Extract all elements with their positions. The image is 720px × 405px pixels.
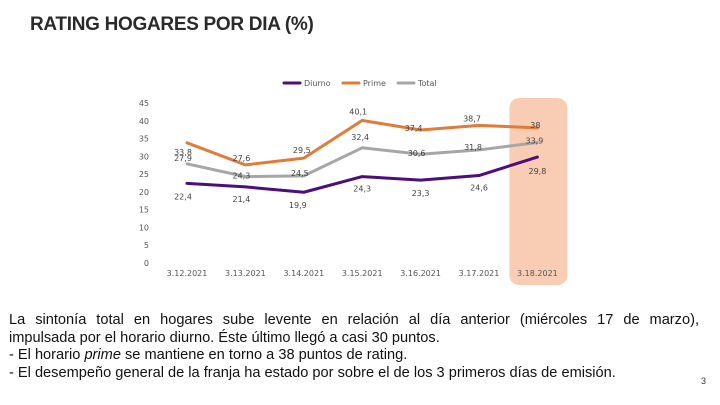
y-tick-label: 20 bbox=[139, 188, 149, 197]
line-chart: 0 5 10 15 20 25 30 35 40 45 3.12.2021 3.13.2021 3.14… bbox=[139, 79, 568, 285]
chart-title: RATING HOGARES POR DIA (%) bbox=[30, 14, 314, 35]
y-tick-label: 5 bbox=[144, 241, 149, 250]
data-label-prime: 38 bbox=[530, 121, 540, 130]
data-label-total: 32,4 bbox=[351, 133, 369, 142]
y-tick-label: 10 bbox=[139, 223, 149, 232]
y-tick-label: 25 bbox=[139, 170, 149, 179]
commentary-line-4: - El desempeño general de la franja ha e… bbox=[9, 364, 616, 381]
data-label-diurno: 24,6 bbox=[470, 184, 488, 193]
data-label-prime: 40,1 bbox=[349, 107, 367, 116]
data-label-prime: 37,4 bbox=[405, 124, 423, 133]
data-label-total: 27,9 bbox=[174, 154, 192, 163]
data-label-prime: 29,5 bbox=[293, 146, 311, 155]
x-tick-label: 3.15.2021 bbox=[342, 269, 383, 278]
commentary-line-3-suffix: se mantiene en torno a 38 puntos de rati… bbox=[120, 347, 408, 363]
y-tick-label: 40 bbox=[139, 117, 149, 126]
x-tick-label: 3.16.2021 bbox=[400, 269, 441, 278]
x-tick-label: 3.13.2021 bbox=[225, 269, 266, 278]
x-tick-label: 3.14.2021 bbox=[283, 269, 324, 278]
data-label-prime: 33,8 bbox=[174, 148, 192, 157]
commentary-line-3-prefix: - El horario bbox=[9, 347, 85, 363]
y-tick-label: 0 bbox=[144, 259, 149, 268]
series-line-total bbox=[185, 140, 539, 179]
data-label-total: 24,5 bbox=[291, 169, 309, 178]
commentary-line-3-emphasis: prime bbox=[84, 347, 121, 363]
data-label-total: 31,8 bbox=[464, 143, 482, 152]
y-tick-label: 30 bbox=[139, 152, 149, 161]
x-tick-label: 3.17.2021 bbox=[459, 269, 500, 278]
data-label-diurno: 19,9 bbox=[289, 201, 307, 210]
series-line-prime bbox=[185, 118, 539, 167]
data-label-total: 33,9 bbox=[525, 136, 543, 145]
data-label-diurno: 29,8 bbox=[528, 167, 546, 176]
data-label-prime: 27,6 bbox=[232, 154, 250, 163]
page-number: 3 bbox=[700, 376, 706, 386]
commentary-line-1: La sintonía total en hogares sube levent… bbox=[9, 312, 699, 328]
data-label-diurno: 23,3 bbox=[412, 189, 430, 198]
legend-label-diurno: Diurno bbox=[304, 79, 331, 88]
data-label-diurno: 24,3 bbox=[353, 185, 371, 194]
commentary-line-3: - El horario prime se mantiene en torno … bbox=[9, 347, 699, 365]
legend-label-total: Total bbox=[417, 79, 437, 88]
y-tick-label: 45 bbox=[139, 99, 149, 108]
x-tick-label: 3.12.2021 bbox=[167, 269, 208, 278]
data-label-diurno: 22,4 bbox=[174, 192, 192, 201]
legend-label-prime: Prime bbox=[363, 79, 386, 88]
commentary-text: La sintonía total en hogares sube levent… bbox=[9, 312, 699, 382]
data-label-diurno: 21,4 bbox=[232, 195, 250, 204]
series-line-diurno bbox=[185, 155, 539, 194]
y-tick-label: 15 bbox=[139, 206, 149, 215]
commentary-line-2: impulsada por el horario diurno. Éste úl… bbox=[9, 329, 440, 346]
data-label-total: 24,3 bbox=[232, 172, 250, 181]
y-tick-label: 35 bbox=[139, 135, 149, 144]
data-label-total: 30,6 bbox=[408, 149, 426, 158]
x-tick-label: 3.18.2021 bbox=[517, 269, 558, 278]
data-label-prime: 38,7 bbox=[463, 114, 481, 123]
